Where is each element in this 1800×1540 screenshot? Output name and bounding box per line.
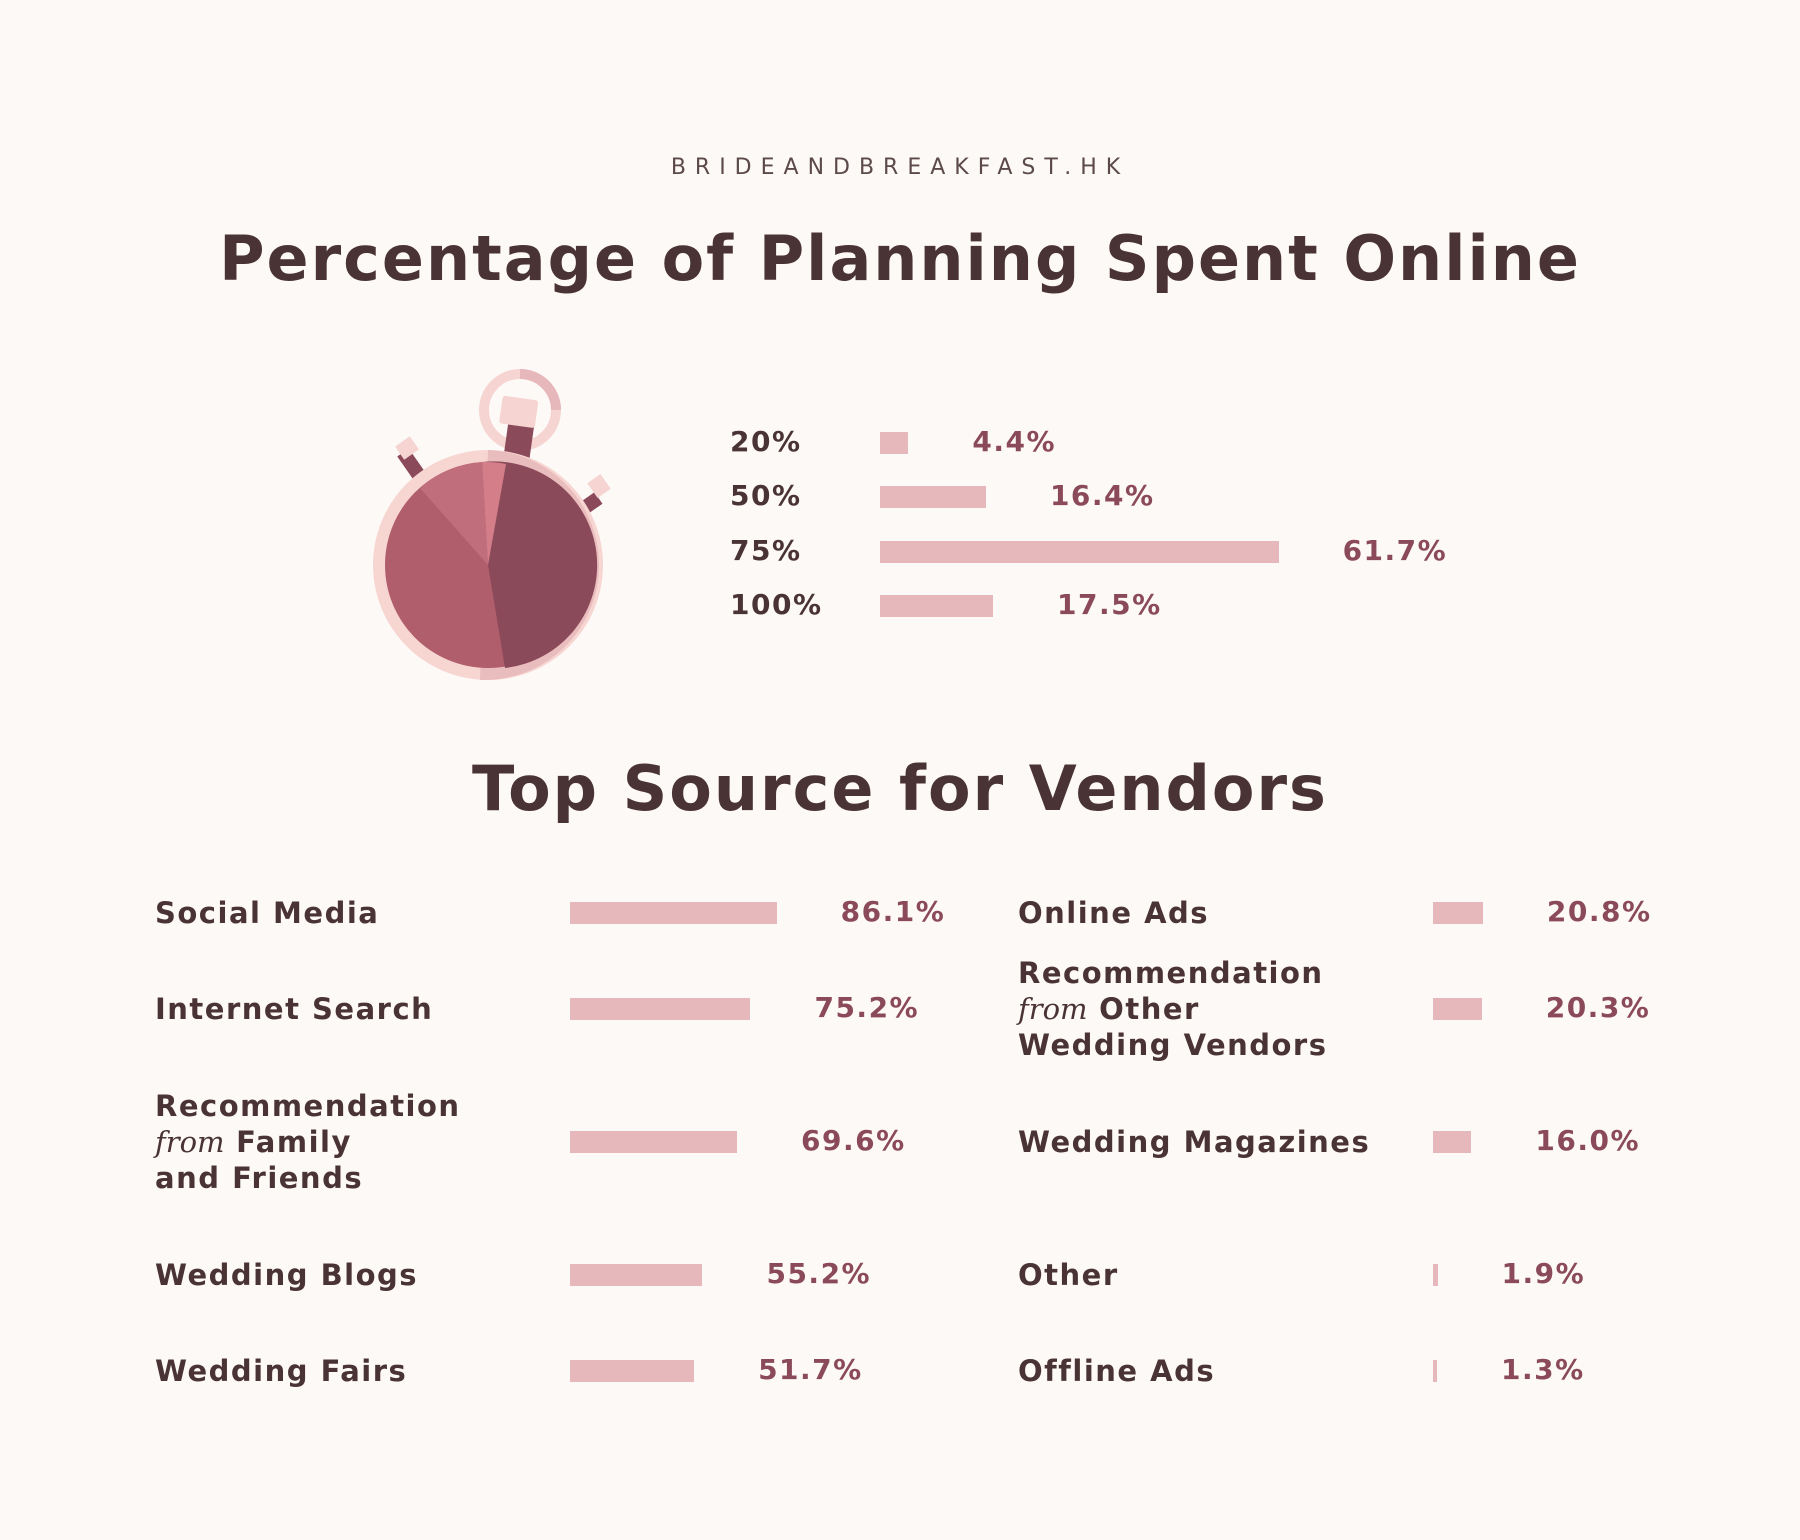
bar [1433, 1131, 1472, 1153]
label-line: Other [1018, 1258, 1119, 1292]
label-line: from Family [155, 1124, 461, 1160]
category-label: Internet Search [155, 991, 433, 1027]
label-line: Online Ads [1018, 896, 1210, 930]
category-label: Recommendation from Other Wedding Vendors [1018, 955, 1328, 1063]
category-label: 100% [730, 588, 823, 621]
label-line: Offline Ads [1018, 1354, 1216, 1388]
planning-chart-title: Percentage of Planning Spent Online [219, 222, 1581, 295]
bar [1433, 998, 1482, 1020]
category-label: Wedding Blogs [155, 1257, 418, 1293]
value-label: 16.0% [1535, 1124, 1641, 1157]
label-line2: Family [236, 1125, 352, 1159]
label-line2: Other [1099, 992, 1200, 1026]
value-label: 75.2% [814, 991, 920, 1024]
value-label: 55.2% [766, 1257, 872, 1290]
value-label: 17.5% [1057, 588, 1162, 621]
label-line: Recommendation [155, 1089, 461, 1123]
bar [880, 432, 909, 454]
bar [880, 486, 986, 508]
value-label: 1.9% [1501, 1257, 1586, 1290]
label-line: Recommendation [1018, 956, 1324, 990]
label-line: from Other [1018, 991, 1328, 1027]
bar [1433, 902, 1483, 924]
label-from: from [155, 1125, 225, 1159]
stopwatch-icon [373, 369, 611, 680]
label-line: Wedding Magazines [1018, 1125, 1371, 1159]
value-label: 20.8% [1546, 895, 1652, 928]
bar [1433, 1264, 1438, 1286]
category-label: Online Ads [1018, 895, 1209, 931]
bar [1433, 1360, 1437, 1382]
category-label: Recommendation from Family and Friends [155, 1088, 461, 1196]
label-line: and Friends [155, 1161, 364, 1195]
value-label: 86.1% [840, 895, 946, 928]
bar [570, 902, 777, 924]
category-label: Other [1018, 1257, 1119, 1293]
category-label: 75% [730, 534, 802, 567]
label-line: Wedding Fairs [155, 1354, 408, 1388]
vendor-chart-title: Top Source for Vendors [472, 752, 1328, 825]
category-label: Offline Ads [1018, 1353, 1215, 1389]
bar [570, 1131, 738, 1153]
bar [880, 595, 994, 617]
label-line: Social Media [155, 896, 380, 930]
bar [570, 998, 751, 1020]
bar [570, 1264, 703, 1286]
value-label: 69.6% [801, 1124, 906, 1157]
value-label: 51.7% [758, 1353, 863, 1386]
value-label: 4.4% [972, 425, 1057, 458]
category-label: 50% [730, 479, 802, 512]
category-label: Social Media [155, 895, 379, 931]
value-label: 1.3% [1501, 1353, 1585, 1386]
bar [880, 541, 1279, 563]
category-label: Wedding Magazines [1018, 1124, 1370, 1160]
label-line: Internet Search [155, 992, 434, 1026]
value-label: 16.4% [1049, 479, 1155, 512]
category-label: Wedding Fairs [155, 1353, 407, 1389]
label-from: from [1018, 992, 1088, 1026]
bar [570, 1360, 695, 1382]
site-url: BRIDEANDBREAKFAST.HK [670, 155, 1130, 180]
category-label: 20% [730, 425, 802, 458]
value-label: 20.3% [1545, 991, 1651, 1024]
value-label: 61.7% [1342, 534, 1448, 567]
label-line: Wedding Vendors [1018, 1028, 1328, 1062]
label-line: Wedding Blogs [155, 1258, 419, 1292]
